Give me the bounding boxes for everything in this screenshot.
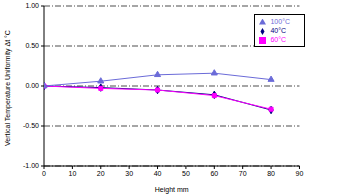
svg-text:-1.00: -1.00 [23,162,39,169]
html-text:60°C: 60°C [270,36,287,43]
html-text:100°C: 100°C [270,18,290,25]
svg-text:60: 60 [210,170,218,177]
svg-text:Vertical Temperature Uniformit: Vertical Temperature Uniformity Δt °C [8,30,12,146]
svg-text:Height mm: Height mm [155,186,189,194]
svg-text:10: 10 [68,170,76,177]
svg-text:50: 50 [182,170,190,177]
svg-text:30: 30 [125,170,133,177]
svg-text:0.50: 0.50 [25,42,39,49]
svg-text:80: 80 [267,170,275,177]
svg-text:0: 0 [42,170,46,177]
svg-text:0.00: 0.00 [25,82,39,89]
svg-text:1.00: 1.00 [25,2,39,9]
svg-text:-0.50: -0.50 [23,122,39,129]
html-text:40°C: 40°C [270,27,287,34]
svg-text:40: 40 [154,170,162,177]
svg-text:90: 90 [296,170,304,177]
svg-text:20: 20 [97,170,105,177]
svg-text:70: 70 [239,170,247,177]
